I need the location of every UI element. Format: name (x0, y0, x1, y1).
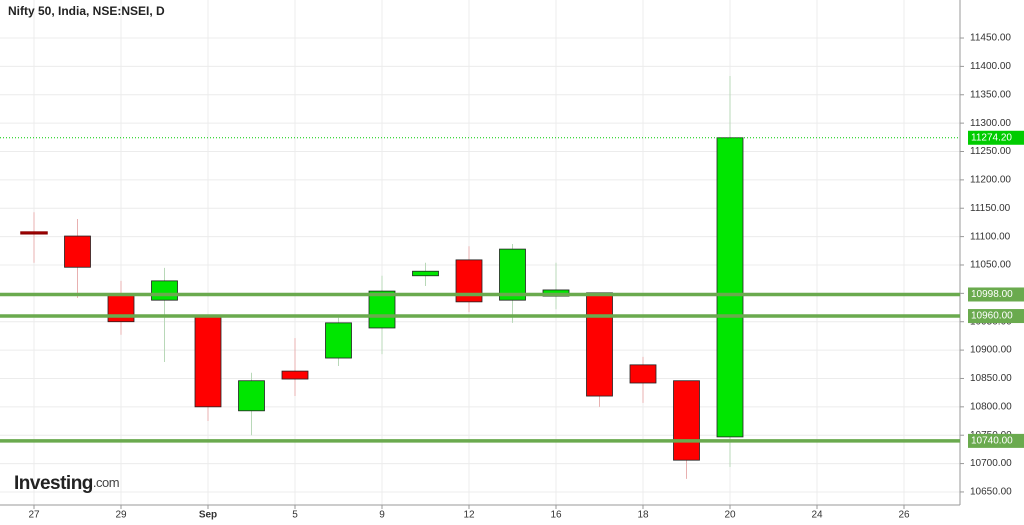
candle-body (194, 314, 222, 408)
logo: Investing.com (14, 473, 119, 494)
x-tick-label: 12 (463, 510, 475, 521)
candle-body (368, 290, 396, 329)
candle-body (238, 380, 265, 412)
x-tick-label: 16 (550, 510, 562, 521)
candle-body (412, 270, 439, 277)
x-tick-label: 5 (292, 510, 298, 521)
candle-body (499, 248, 526, 301)
level-label: 10998.00 (971, 289, 1013, 300)
x-tick-label: 27 (28, 510, 40, 521)
y-tick-label: 10650.00 (970, 487, 1012, 498)
logo-main: Investing (14, 473, 93, 494)
candle-body (673, 380, 700, 461)
y-tick-label: 11100.00 (970, 231, 1011, 242)
y-tick-label: 10800.00 (970, 401, 1012, 412)
x-tick-label: 18 (637, 510, 649, 521)
x-tick-label: 9 (379, 510, 385, 521)
y-tick-label: 10900.00 (970, 345, 1012, 356)
candle-body (151, 280, 178, 301)
y-tick-label: 11450.00 (970, 33, 1011, 44)
last-price-label-bg (968, 130, 1024, 145)
last-price-label: 11274.20 (971, 132, 1012, 143)
y-tick-label: 11300.00 (970, 118, 1011, 129)
y-tick-label: 11150.00 (970, 203, 1011, 214)
y-tick-label: 11050.00 (970, 260, 1011, 271)
x-tick-label: 26 (898, 510, 910, 521)
level-label-bg (968, 433, 1024, 448)
candle-body (20, 231, 48, 235)
x-tick-label: 24 (811, 510, 823, 521)
x-tick-label: 20 (724, 510, 736, 521)
candle-body (586, 292, 613, 397)
y-tick-label: 11350.00 (970, 89, 1011, 100)
x-tick-label: 29 (115, 510, 127, 521)
y-tick-label: 11250.00 (970, 146, 1011, 157)
candle-body (629, 364, 657, 384)
y-tick-label: 10700.00 (970, 458, 1012, 469)
level-label: 10960.00 (971, 311, 1013, 322)
candle-body (64, 235, 91, 268)
level-label: 10740.00 (971, 436, 1013, 447)
y-tick-label: 11200.00 (970, 175, 1011, 186)
candle-body (325, 322, 352, 359)
x-tick-label: Sep (199, 510, 217, 521)
candle-body (281, 370, 309, 380)
candle-body (716, 137, 744, 438)
y-tick-label: 10850.00 (970, 373, 1012, 384)
y-tick-label: 11400.00 (970, 61, 1011, 72)
chart-title: Nifty 50, India, NSE:NSEI, D (8, 4, 165, 18)
level-label-bg (968, 287, 1024, 302)
level-label-bg (968, 309, 1024, 324)
logo-suffix: .com (93, 475, 119, 490)
